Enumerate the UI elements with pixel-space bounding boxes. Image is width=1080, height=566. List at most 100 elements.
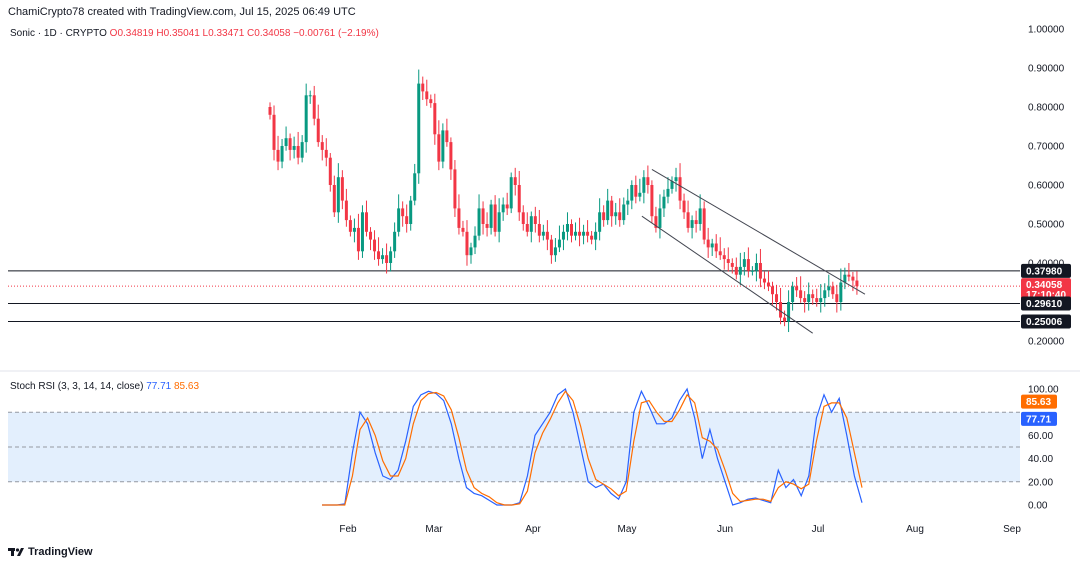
rsi-value-tag: [1021, 411, 1057, 426]
candle-body: [469, 247, 473, 256]
ohlc-close: C0.34058: [247, 28, 291, 39]
candle-body: [839, 282, 843, 302]
candle-body: [799, 290, 803, 299]
level-label: 0.29610: [1026, 299, 1063, 310]
candle-body: [746, 259, 750, 271]
candle-body: [598, 212, 602, 232]
candle-body: [634, 185, 638, 197]
candle-body: [316, 118, 320, 143]
candle-body: [738, 266, 742, 275]
candle-body: [698, 208, 702, 224]
candle-body: [750, 270, 754, 272]
indicator-name[interactable]: Stoch RSI (3, 3, 14, 14, close): [10, 381, 144, 392]
candle-body: [360, 212, 364, 252]
candle-body: [449, 142, 453, 170]
rsi-value-tag: [1021, 394, 1057, 409]
candle-body: [710, 243, 714, 248]
candle-body: [272, 114, 276, 150]
candle-body: [505, 204, 509, 209]
candle-body: [320, 142, 324, 150]
candle-body: [541, 231, 545, 236]
candle-body: [340, 177, 344, 201]
candle-body: [557, 239, 561, 248]
candle-body: [525, 224, 529, 232]
candle-body: [831, 286, 835, 295]
candle-body: [590, 235, 594, 240]
candle-body: [718, 251, 722, 256]
candle-body: [276, 149, 280, 162]
candle-body: [417, 83, 421, 174]
candle-body: [702, 208, 706, 240]
candle-body: [521, 212, 525, 224]
ohlc-high: H0.35041: [156, 28, 200, 39]
candle-body: [662, 196, 666, 209]
price-axis-tick: 0.20000: [1028, 337, 1065, 348]
candle-body: [425, 91, 429, 100]
price-pane[interactable]: [8, 69, 1020, 334]
candle-body: [332, 185, 336, 213]
candle-body: [819, 298, 823, 302]
candle-body: [457, 208, 461, 228]
candle-body: [803, 298, 807, 302]
candle-body: [461, 227, 465, 232]
candle-body: [352, 227, 356, 232]
candle-body: [445, 130, 449, 143]
channel-lower-line: [641, 215, 813, 334]
candle-body: [280, 146, 284, 162]
time-axis-tick: Jun: [717, 524, 733, 535]
candle-body: [312, 95, 316, 119]
candle-body: [517, 185, 521, 213]
candle-body: [779, 302, 783, 318]
candle-body: [268, 107, 272, 115]
stoch-k-line: [322, 387, 863, 506]
candle-body: [296, 146, 300, 158]
stoch-rsi-pane[interactable]: [8, 387, 1020, 506]
candle-body: [783, 317, 787, 322]
candle-body: [622, 204, 626, 221]
candle-body: [650, 185, 654, 217]
candle-body: [570, 224, 573, 236]
candle-body: [827, 286, 831, 291]
candle-body: [324, 149, 328, 158]
candle-body: [348, 220, 352, 232]
candle-body: [815, 298, 819, 302]
rsi-value-label: 77.71: [1026, 414, 1051, 425]
candle-body: [706, 239, 710, 248]
candle-body: [823, 290, 827, 299]
symbol-name[interactable]: Sonic · 1D · CRYPTO: [10, 28, 107, 39]
price-axis-tick: 0.90000: [1028, 64, 1065, 75]
symbol-legend: Sonic · 1D · CRYPTO O0.34819 H0.35041 L0…: [10, 28, 379, 39]
candle-body: [453, 169, 457, 209]
rsi-axis-tick: 60.00: [1028, 431, 1053, 442]
level-tag: [1021, 314, 1071, 329]
candle-body: [618, 212, 622, 221]
candle-body: [493, 204, 497, 232]
candle-body: [437, 134, 441, 162]
candle-body: [787, 302, 791, 322]
candle-body: [381, 255, 385, 260]
candle-body: [497, 212, 501, 232]
candle-body: [766, 282, 770, 287]
candle-body: [807, 294, 811, 302]
candle-body: [385, 255, 389, 263]
candle-body: [742, 259, 746, 267]
candle-body: [626, 200, 630, 205]
price-axis-tick: 0.80000: [1028, 103, 1065, 114]
candle-body: [843, 274, 847, 283]
candle-body: [292, 146, 296, 150]
candle-body: [674, 177, 678, 182]
candle-body: [594, 231, 598, 240]
candle-body: [421, 83, 425, 92]
time-axis-tick: Jul: [812, 524, 825, 535]
time-axis-tick: May: [618, 524, 637, 535]
candle-body: [288, 138, 292, 150]
candle-body: [678, 177, 682, 201]
candle-body: [602, 212, 606, 221]
candle-body: [722, 255, 726, 260]
candle-body: [686, 212, 690, 228]
candle-body: [847, 274, 851, 277]
time-axis-tick: Sep: [1003, 524, 1021, 535]
candle-body: [549, 239, 553, 256]
candle-body: [586, 231, 590, 236]
